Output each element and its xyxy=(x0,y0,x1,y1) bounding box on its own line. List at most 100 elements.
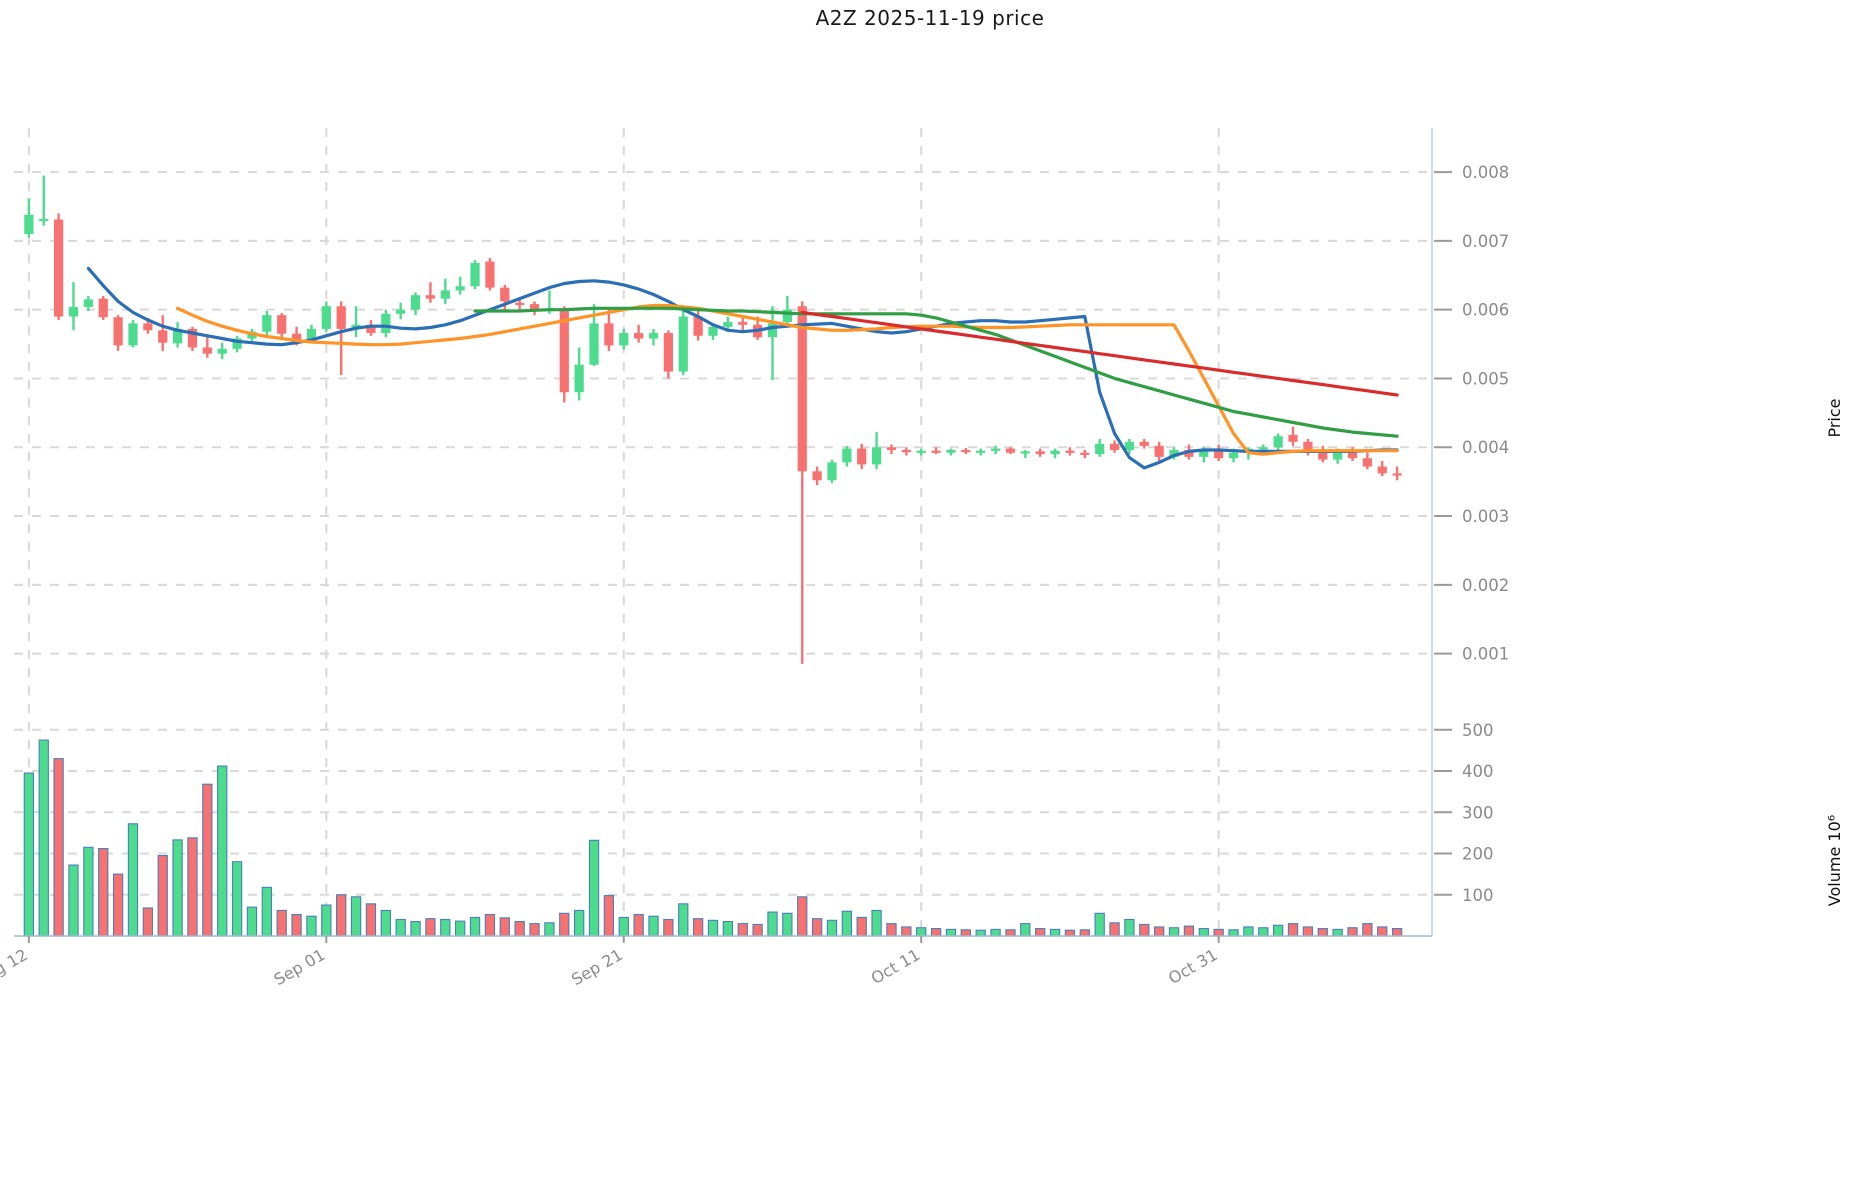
volume-bar xyxy=(1258,927,1269,937)
candle-body xyxy=(24,214,34,234)
volume-bar xyxy=(811,918,823,937)
candle-body xyxy=(931,450,941,453)
volume-bar xyxy=(291,913,302,937)
volume-bar xyxy=(618,916,629,937)
volume-bar xyxy=(707,919,719,937)
price-tick-label: 0.007 xyxy=(1462,232,1509,251)
x-tick-label: Oct 31 xyxy=(1165,945,1220,988)
candle-body xyxy=(1124,441,1135,450)
candle-body xyxy=(723,322,733,327)
volume-bar xyxy=(1139,923,1150,937)
volume-bar xyxy=(1198,928,1209,937)
candle-body xyxy=(1184,449,1194,457)
volume-bar xyxy=(573,909,585,937)
candle-body xyxy=(782,309,792,323)
volume-bar xyxy=(514,921,525,937)
price-tick-label: 0.001 xyxy=(1462,645,1509,664)
volume-bar xyxy=(975,929,986,937)
candle-body xyxy=(232,338,242,349)
candle-body xyxy=(529,304,540,312)
volume-bar xyxy=(321,904,332,937)
candle-body xyxy=(1303,441,1313,452)
candle-body xyxy=(262,315,272,332)
candle-body xyxy=(827,462,837,481)
candle-body xyxy=(619,333,629,346)
candle-body xyxy=(678,316,688,372)
volume-tick-label: 500 xyxy=(1462,721,1494,740)
candle-body xyxy=(708,326,718,336)
volume-bar xyxy=(722,921,734,937)
volume-bar xyxy=(1287,923,1299,937)
volume-bar xyxy=(886,923,897,937)
volume-bar xyxy=(856,916,867,937)
candle-body xyxy=(1109,443,1120,450)
volume-bar xyxy=(678,903,689,937)
volume-bar xyxy=(1347,927,1358,937)
volume-bar xyxy=(365,903,377,937)
candle-body xyxy=(1199,450,1209,457)
candle-body xyxy=(1065,450,1075,453)
moving-average-lines xyxy=(86,266,1399,470)
candle-body xyxy=(1095,443,1105,455)
volume-bar xyxy=(142,907,154,937)
volume-bar xyxy=(1064,929,1076,937)
candle-body xyxy=(1154,445,1164,457)
volume-bar xyxy=(782,912,793,937)
volume-bar xyxy=(306,915,317,937)
volume-bar xyxy=(202,783,213,937)
candle-body xyxy=(1080,452,1090,455)
volume-bar xyxy=(633,913,644,937)
volume-bar xyxy=(1154,926,1165,937)
price-tick-label: 0.005 xyxy=(1462,369,1509,388)
candle-body xyxy=(83,299,93,307)
candle-body xyxy=(202,347,212,354)
volume-bar xyxy=(484,913,496,937)
volume-bar xyxy=(1183,925,1195,937)
volume-axis-title: Volume 10⁶ xyxy=(1825,815,1844,906)
volume-bar xyxy=(1362,923,1373,937)
volume-tick-label: 400 xyxy=(1462,762,1494,781)
volume-bar xyxy=(350,896,362,937)
axis-titles: Price Volume 10⁶ xyxy=(1825,398,1844,906)
price-tick-label: 0.006 xyxy=(1462,301,1509,320)
candle-body xyxy=(39,218,49,222)
candle-body xyxy=(1273,436,1283,448)
volume-bar xyxy=(1124,918,1135,937)
candle-body xyxy=(217,348,227,354)
volume-bar xyxy=(1020,923,1031,937)
candle-body xyxy=(663,333,673,372)
candle-body xyxy=(1392,473,1402,476)
candle-body xyxy=(693,316,703,336)
volume-bar xyxy=(603,895,615,937)
price-tick-label: 0.002 xyxy=(1462,576,1509,595)
volume-bar xyxy=(1094,912,1105,937)
volume-bar xyxy=(217,765,228,937)
volume-bar xyxy=(1005,929,1016,937)
volume-bar xyxy=(23,772,35,937)
price-tick-label: 0.008 xyxy=(1462,163,1509,182)
volume-bar xyxy=(1332,928,1343,937)
candle-body xyxy=(158,330,168,343)
candle-body xyxy=(738,322,748,325)
volume-tick-label: 200 xyxy=(1462,845,1494,864)
x-tick-label: Sep 01 xyxy=(271,945,329,989)
volume-bar xyxy=(901,926,912,937)
volume-bar xyxy=(38,739,49,937)
candle-body xyxy=(886,447,897,450)
candle-body xyxy=(306,328,317,340)
volume-bar xyxy=(767,911,778,937)
volume-bar xyxy=(588,839,600,937)
volume-bar xyxy=(1391,928,1403,937)
volume-bar xyxy=(440,918,451,937)
candle-body xyxy=(366,324,376,334)
volume-bar xyxy=(945,928,957,937)
candle-body xyxy=(440,290,450,299)
candle-body xyxy=(291,333,302,340)
candle-body xyxy=(1377,466,1387,474)
candle-body xyxy=(1169,449,1179,457)
candle-body xyxy=(1347,452,1358,459)
candle-body xyxy=(648,333,659,339)
volume-bar xyxy=(53,758,64,937)
volume-bar xyxy=(544,922,555,937)
